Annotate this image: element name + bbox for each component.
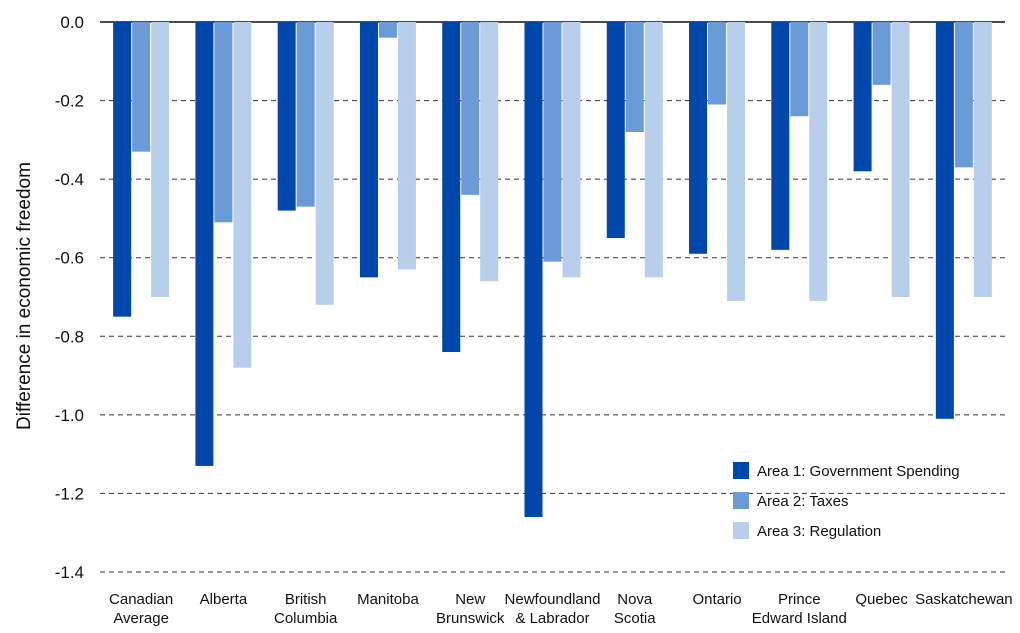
bar [708,22,727,105]
x-tick-label: Brunswick [436,610,505,627]
bar [296,22,315,207]
legend-swatch [733,462,749,479]
bar [359,22,378,278]
x-tick-label: Ontario [692,591,741,608]
bar [935,22,954,419]
bars [113,22,992,517]
bar [397,22,416,270]
bar [233,22,252,368]
bar [771,22,790,250]
x-axis-categories: Canadian Average Alberta British Columbia Man… [109,591,1013,627]
x-tick-label: Columbia [274,610,338,627]
x-tick-label: Nova [617,591,653,608]
x-tick-label: Edward Island [752,610,847,627]
bar [442,22,461,352]
y-axis-ticks: 0.0 -0.2 -0.4 -0.6 -0.8 -1.0 -1.2 -1.4 [55,13,84,582]
bar [727,22,746,301]
bar [214,22,233,223]
legend-swatch [733,492,749,509]
x-tick-label: Saskatchewan [915,591,1013,608]
bar [625,22,644,132]
y-tick-label: -0.8 [55,327,84,346]
y-tick-label: -1.4 [55,563,84,582]
legend: Area 1: Government Spending Area 2: Taxes… [733,462,960,540]
bar [689,22,708,254]
bar [644,22,663,278]
bar [853,22,872,172]
bar [524,22,543,517]
bar [151,22,170,297]
bar [378,22,397,38]
bar [543,22,562,262]
bar [809,22,828,301]
x-tick-label: Prince [778,591,821,608]
bar [954,22,973,168]
legend-label: Area 1: Government Spending [757,463,960,480]
bar [315,22,334,305]
legend-label: Area 3: Regulation [757,523,881,540]
bar [606,22,625,239]
bar [195,22,214,466]
y-tick-label: -0.2 [55,92,84,111]
x-tick-label: & Labrador [515,610,589,627]
bar [480,22,499,282]
x-tick-label: Scotia [614,610,656,627]
bar [872,22,891,85]
x-tick-label: New [455,591,485,608]
x-tick-label: Average [113,610,169,627]
bar [132,22,151,152]
legend-swatch [733,522,749,539]
y-axis-label: Difference in economic freedom [14,162,35,430]
bar [461,22,480,195]
y-tick-label: -1.0 [55,406,84,425]
x-tick-label: Canadian [109,591,173,608]
bar [790,22,809,117]
y-tick-label: -0.4 [55,170,84,189]
y-tick-label: -0.6 [55,249,84,268]
bar [113,22,132,317]
x-tick-label: Newfoundland [505,591,601,608]
y-tick-label: 0.0 [60,13,84,32]
bar [277,22,296,211]
x-tick-label: British [285,591,327,608]
bar [562,22,581,278]
y-tick-label: -1.2 [55,484,84,503]
x-tick-label: Alberta [200,591,248,608]
x-tick-label: Quebec [855,591,908,608]
x-tick-label: Manitoba [357,591,419,608]
bar [891,22,910,297]
legend-label: Area 2: Taxes [757,493,848,510]
bar [973,22,992,297]
